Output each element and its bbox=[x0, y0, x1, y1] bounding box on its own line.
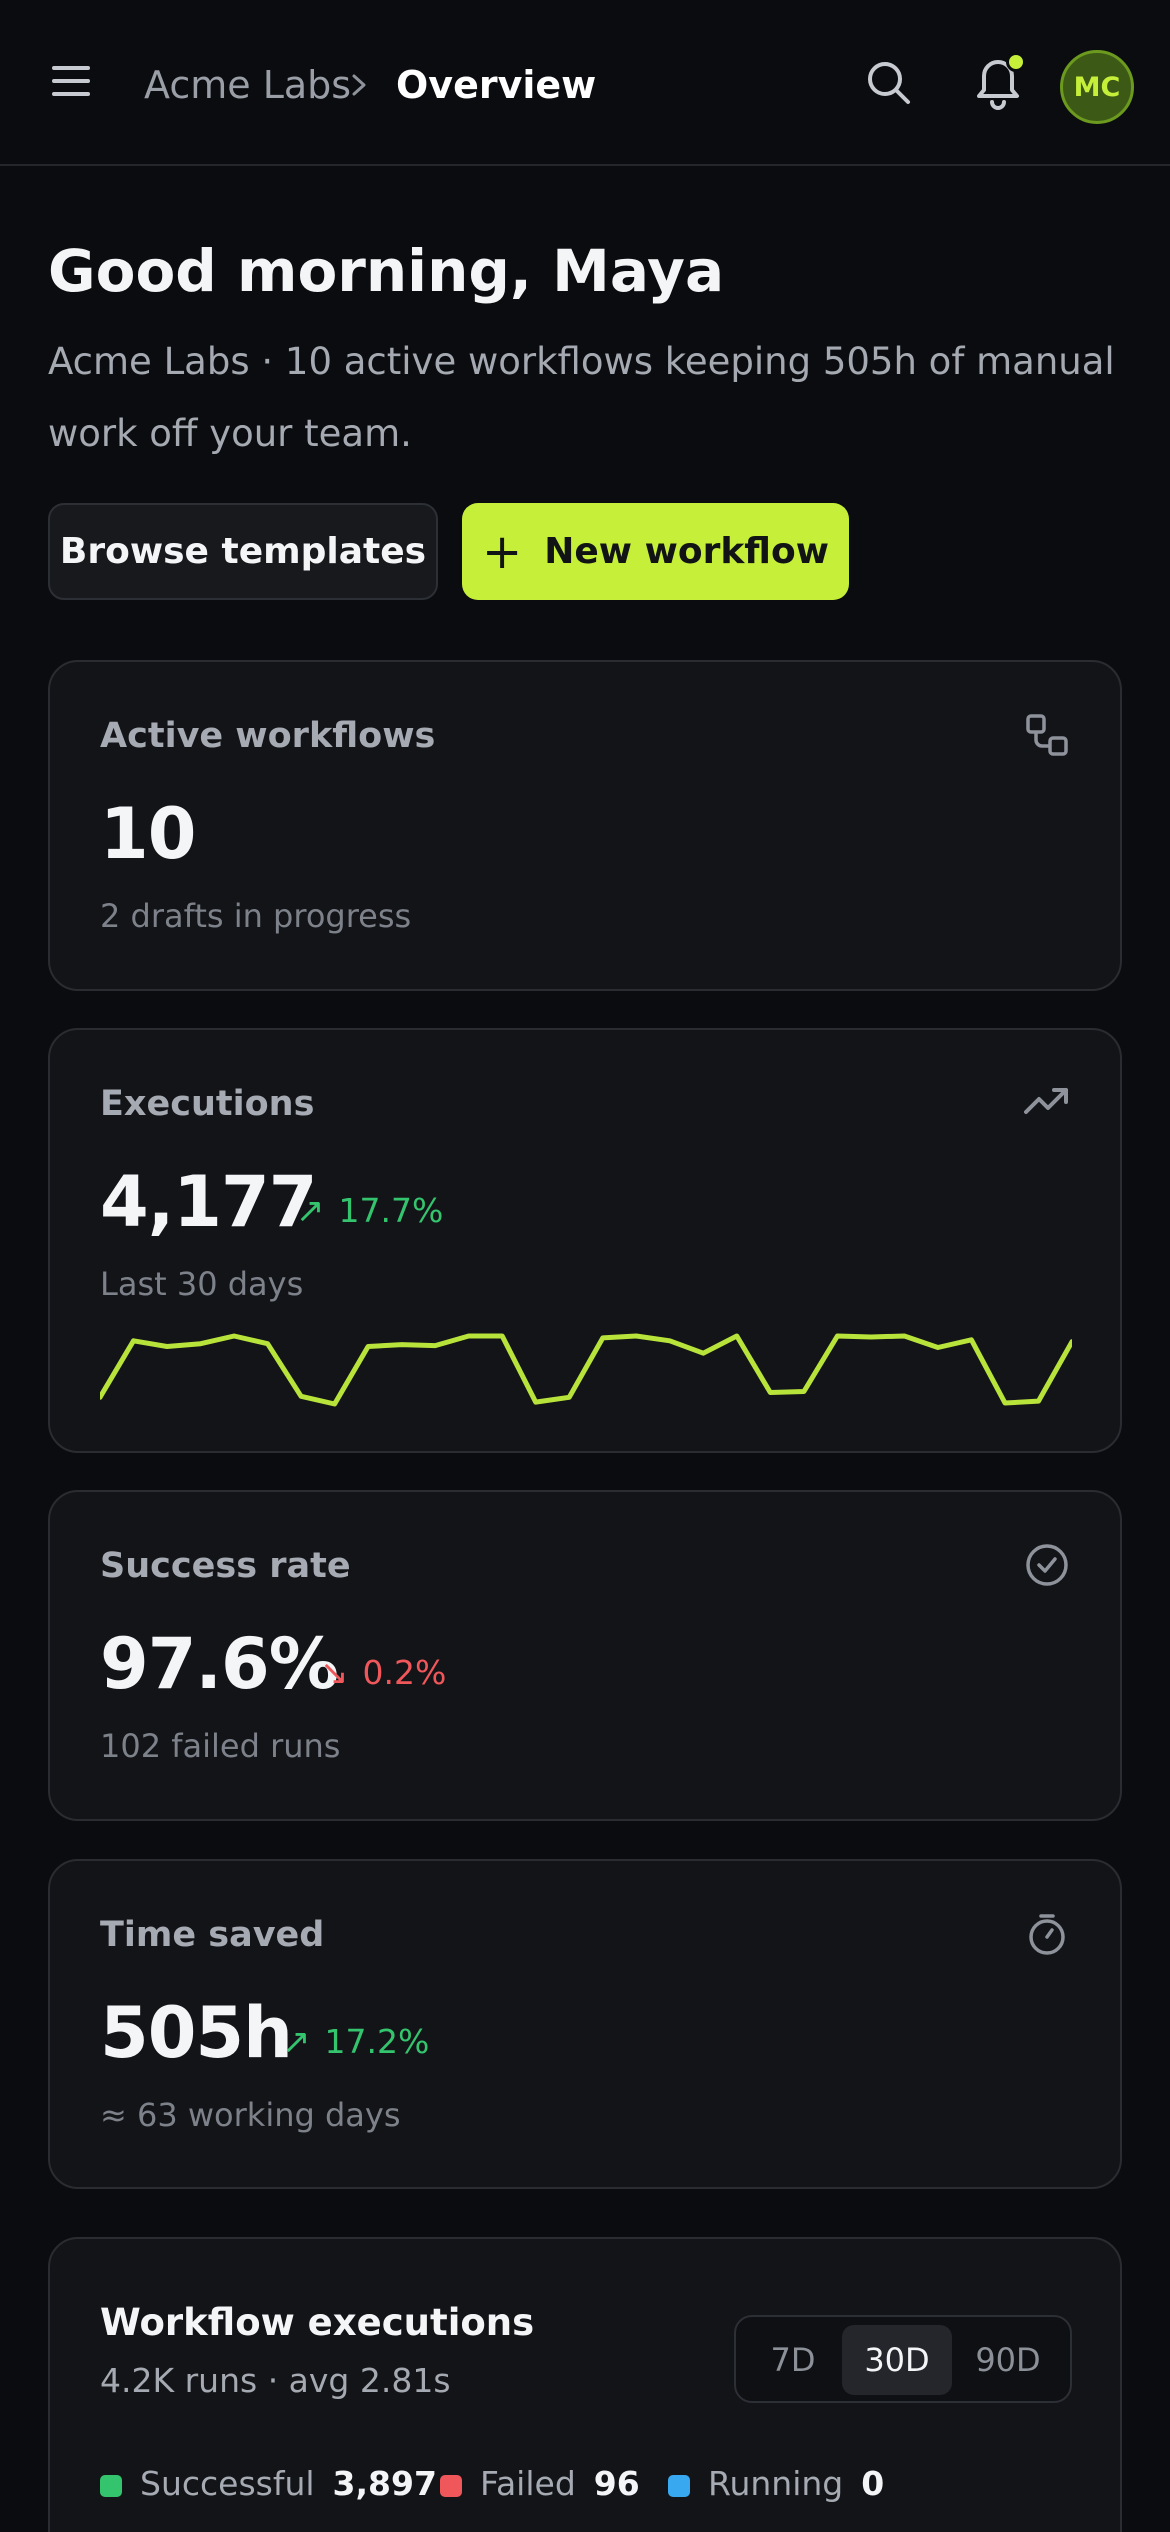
trending-up-icon bbox=[1024, 1080, 1070, 1126]
card-subtext: 2 drafts in progress bbox=[100, 897, 412, 935]
legend-item-running[interactable]: Running 0 bbox=[668, 2459, 884, 2509]
delta-badge: ↗ 17.2% bbox=[282, 2021, 429, 2063]
legend-label: Running bbox=[708, 2464, 844, 2503]
workflow-icon bbox=[1024, 712, 1070, 758]
stopwatch-icon bbox=[1024, 1911, 1070, 1957]
card-value: 10 bbox=[100, 793, 196, 875]
range-30d-button[interactable]: 30D bbox=[842, 2325, 952, 2395]
legend-item-successful[interactable]: Successful 3,897 bbox=[100, 2459, 437, 2509]
arrow-down-right-icon: ↘ bbox=[320, 1653, 349, 1693]
card-subtext: ≈ 63 working days bbox=[100, 2096, 401, 2134]
search-icon[interactable] bbox=[864, 58, 914, 108]
new-workflow-button[interactable]: + New workflow bbox=[462, 503, 849, 600]
legend-swatch bbox=[668, 2475, 690, 2497]
card-value: 97.6% bbox=[100, 1623, 339, 1705]
legend-value: 0 bbox=[861, 2464, 885, 2503]
card-subtext: 102 failed runs bbox=[100, 1727, 341, 1765]
card-title: Active workflows bbox=[100, 716, 436, 756]
new-workflow-label: New workflow bbox=[544, 531, 829, 572]
breadcrumb-separator bbox=[348, 60, 372, 124]
chevron-right-icon bbox=[352, 74, 366, 96]
card-value: 4,177 bbox=[100, 1161, 317, 1243]
range-selector: 7D 30D 90D bbox=[734, 2315, 1072, 2403]
time-saved-card[interactable]: Time saved 505h ↗ 17.2% ≈ 63 working day… bbox=[48, 1859, 1122, 2189]
panel-title: Workflow executions bbox=[100, 2301, 535, 2344]
card-subtext: Last 30 days bbox=[100, 1265, 304, 1303]
legend-swatch bbox=[440, 2475, 462, 2497]
executions-sparkline bbox=[100, 1333, 1072, 1407]
legend-item-failed[interactable]: Failed 96 bbox=[440, 2459, 640, 2509]
workflow-executions-panel: Workflow executions 4.2K runs · avg 2.81… bbox=[48, 2237, 1122, 2532]
card-title: Time saved bbox=[100, 1915, 325, 1955]
breadcrumb-current: Overview bbox=[396, 63, 597, 107]
delta-badge: ↗ 17.7% bbox=[296, 1190, 443, 1232]
legend-value: 96 bbox=[593, 2464, 640, 2503]
top-bar: Acme Labs Overview MC bbox=[0, 0, 1170, 166]
browse-templates-label: Browse templates bbox=[59, 531, 427, 572]
notification-dot bbox=[1006, 52, 1026, 72]
breadcrumb-org[interactable]: Acme Labs bbox=[144, 63, 352, 107]
card-title: Executions bbox=[100, 1084, 315, 1124]
page-subtitle: Acme Labs · 10 active workflows keeping … bbox=[48, 340, 1115, 455]
browse-templates-button[interactable]: Browse templates bbox=[48, 503, 438, 600]
arrow-up-right-icon: ↗ bbox=[296, 1191, 325, 1231]
card-title: Success rate bbox=[100, 1546, 351, 1586]
legend-value: 3,897 bbox=[332, 2464, 437, 2503]
plus-icon: + bbox=[482, 523, 523, 580]
bell-icon[interactable] bbox=[972, 52, 1024, 110]
legend-label: Failed bbox=[480, 2464, 576, 2503]
avatar[interactable]: MC bbox=[1060, 50, 1134, 124]
card-value: 505h bbox=[100, 1992, 293, 2074]
delta-value: 0.2% bbox=[362, 1653, 447, 1692]
success-rate-card[interactable]: Success rate 97.6% ↘ 0.2% 102 failed run… bbox=[48, 1490, 1122, 1821]
delta-value: 17.7% bbox=[338, 1191, 444, 1230]
active-workflows-card[interactable]: Active workflows 10 2 drafts in progress bbox=[48, 660, 1122, 991]
legend-label: Successful bbox=[140, 2464, 315, 2503]
delta-badge: ↘ 0.2% bbox=[320, 1652, 446, 1694]
range-7d-button[interactable]: 7D bbox=[770, 2341, 816, 2379]
check-circle-icon bbox=[1024, 1542, 1070, 1588]
range-90d-button[interactable]: 90D bbox=[975, 2341, 1041, 2379]
executions-card[interactable]: Executions 4,177 ↗ 17.7% Last 30 days bbox=[48, 1028, 1122, 1453]
menu-icon[interactable] bbox=[52, 66, 90, 98]
panel-subtitle: 4.2K runs · avg 2.81s bbox=[100, 2361, 451, 2400]
arrow-up-right-icon: ↗ bbox=[282, 2022, 311, 2062]
page-title: Good morning, Maya bbox=[48, 237, 725, 305]
delta-value: 17.2% bbox=[324, 2022, 430, 2061]
legend-swatch bbox=[100, 2475, 122, 2497]
